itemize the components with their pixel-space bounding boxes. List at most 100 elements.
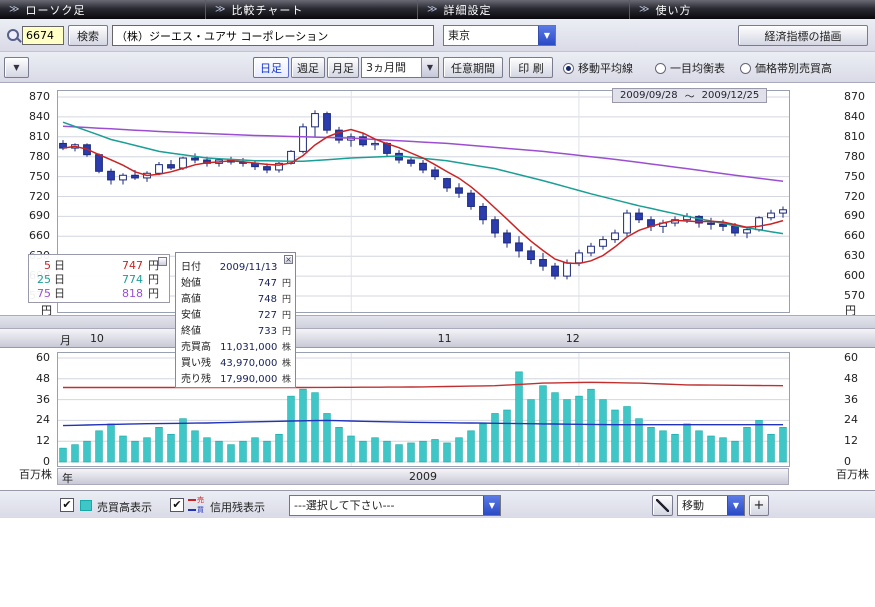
close-icon[interactable]: ×	[284, 255, 293, 264]
date-range-start: 2009/09/28	[620, 90, 678, 101]
tab-detailed-settings[interactable]: ≫ 詳細設定	[418, 0, 630, 19]
volume-tick-label: 0	[43, 455, 50, 468]
add-button[interactable]: +	[749, 495, 769, 516]
tooltip-row: 日付 2009/11/13	[181, 262, 278, 273]
weekly-button[interactable]: 週足	[291, 57, 325, 78]
volume-tick-label: 12	[844, 434, 858, 448]
radio-label: 価格帯別売買高	[755, 62, 832, 75]
chart-scrollbar[interactable]	[0, 315, 875, 329]
minimize-icon[interactable]	[158, 257, 167, 266]
price-tick-label: 840	[844, 109, 865, 123]
radio-price-band-volume[interactable]: 価格帯別売買高	[740, 60, 832, 76]
exchange-select[interactable]: 東京 ▼	[443, 25, 556, 46]
price-tick-label: 600	[844, 269, 865, 283]
margin-buy-char: 買	[197, 506, 204, 514]
tooltip-row: 高値 748 円	[181, 294, 291, 305]
price-tick-label: 630	[844, 249, 865, 263]
price-tick-label: 870	[844, 90, 865, 103]
chevron-icon: ≫	[215, 4, 226, 15]
chevron-down-icon[interactable]: ▼	[421, 58, 438, 77]
price-tick-label: 660	[29, 229, 50, 243]
stock-code-input[interactable]	[22, 26, 64, 45]
tab-comparison-chart[interactable]: ≫ 比較チャート	[206, 0, 418, 19]
monthly-button[interactable]: 月足	[327, 57, 359, 78]
economic-indicator-button[interactable]: 経済指標の描画	[738, 25, 868, 46]
tab-label: 使い方	[655, 3, 692, 17]
company-name-input[interactable]	[112, 25, 434, 46]
radio-moving-average[interactable]: 移動平均線	[563, 60, 633, 76]
month-label: 12	[565, 332, 580, 345]
month-axis-label: 月	[60, 334, 71, 347]
diagonal-line-icon	[656, 499, 669, 512]
chevron-down-icon[interactable]: ▼	[538, 26, 555, 45]
print-button[interactable]: 印 刷	[509, 57, 553, 78]
price-tick-label: 780	[844, 149, 865, 163]
volume-checkbox[interactable]: ✔	[60, 498, 74, 512]
volume-tick-label: 24	[36, 413, 50, 427]
price-tick-label: 750	[844, 169, 865, 183]
price-unit-label: 円	[41, 304, 52, 317]
tooltip-row: 買い残 43,970,000 株	[181, 358, 291, 369]
margin-sell-char: 売	[197, 496, 204, 504]
date-range-separator: ～	[684, 92, 695, 103]
tooltip-row: 安値 727 円	[181, 310, 291, 321]
month-label: 11	[437, 332, 452, 345]
margin-checkbox[interactable]: ✔	[170, 498, 184, 512]
price-tick-label: 690	[29, 209, 50, 223]
price-tick-label: 780	[29, 149, 50, 163]
tab-bar: ≫ ローソク足 ≫ 比較チャート ≫ 詳細設定 ≫ 使い方	[0, 0, 875, 19]
volume-tick-label: 36	[844, 392, 858, 406]
month-axis: 月 10 11 12	[0, 329, 875, 348]
price-tick-label: 810	[29, 129, 50, 143]
chevron-icon: ≫	[639, 4, 650, 15]
volume-tick-label: 12	[36, 434, 50, 448]
tab-label: 比較チャート	[231, 3, 304, 17]
radio-icon	[655, 62, 666, 74]
chevron-down-icon[interactable]: ▼	[727, 496, 744, 515]
margin-checkbox-label: 信用残表示	[210, 501, 265, 514]
year-axis: 年 2009	[57, 468, 789, 485]
price-tick-label: 720	[844, 189, 865, 203]
price-tick-label: 690	[844, 209, 865, 223]
daily-button[interactable]: 日足	[253, 57, 289, 78]
search-toolbar: 検索 東京 ▼ 経済指標の描画	[0, 19, 875, 52]
radio-label: 一目均衡表	[670, 62, 725, 75]
price-tooltip: × 日付 2009/11/13 始値 747 円高値 748 円安値 727 円終値 733 円売買…	[175, 252, 296, 388]
custom-period-button[interactable]: 任意期間	[443, 57, 503, 78]
volume-tick-label: 0	[844, 455, 851, 468]
month-label: 10	[89, 332, 104, 345]
search-button[interactable]: 検索	[68, 25, 108, 46]
exchange-select-value: 東京	[448, 29, 470, 42]
chevron-down-icon[interactable]: ▼	[483, 496, 500, 515]
volume-tick-label: 60	[36, 351, 50, 364]
move-mode-select[interactable]: 移動 ▼	[677, 495, 745, 516]
period-select[interactable]: 3ヵ月間 ▼	[361, 57, 439, 78]
volume-tick-label: 24	[844, 413, 858, 427]
price-tick-label: 840	[29, 109, 50, 123]
radio-selected-icon	[563, 62, 574, 74]
tooltip-row: 売り残 17,990,000 株	[181, 374, 291, 385]
volume-unit-label: 百万株	[836, 468, 869, 481]
volume-tick-label: 36	[36, 392, 50, 406]
dropdown-button[interactable]: ▼	[4, 57, 29, 78]
price-unit-label: 円	[845, 304, 856, 317]
margin-lines-icon: 売 買	[188, 496, 207, 514]
tab-candlestick[interactable]: ≫ ローソク足	[0, 0, 206, 19]
tab-label: 詳細設定	[443, 3, 492, 17]
trendline-button[interactable]	[652, 495, 673, 516]
volume-color-swatch	[80, 500, 92, 511]
volume-checkbox-label: 売買高表示	[97, 501, 152, 514]
search-icon[interactable]	[6, 28, 22, 44]
radio-ichimoku[interactable]: 一目均衡表	[655, 60, 725, 76]
indicator-select[interactable]: ---選択して下さい--- ▼	[289, 495, 501, 516]
tooltip-row: 終値 733 円	[181, 326, 291, 337]
period-select-value: 3ヵ月間	[366, 61, 406, 74]
price-tick-label: 810	[844, 129, 865, 143]
date-range-box: 2009/09/28 ～ 2009/12/25	[612, 88, 768, 103]
move-mode-value: 移動	[682, 499, 704, 512]
price-tick-label: 870	[29, 90, 50, 103]
price-tick-label: 570	[844, 289, 865, 302]
volume-chart[interactable]	[0, 350, 875, 470]
tab-help[interactable]: ≫ 使い方	[630, 0, 875, 19]
